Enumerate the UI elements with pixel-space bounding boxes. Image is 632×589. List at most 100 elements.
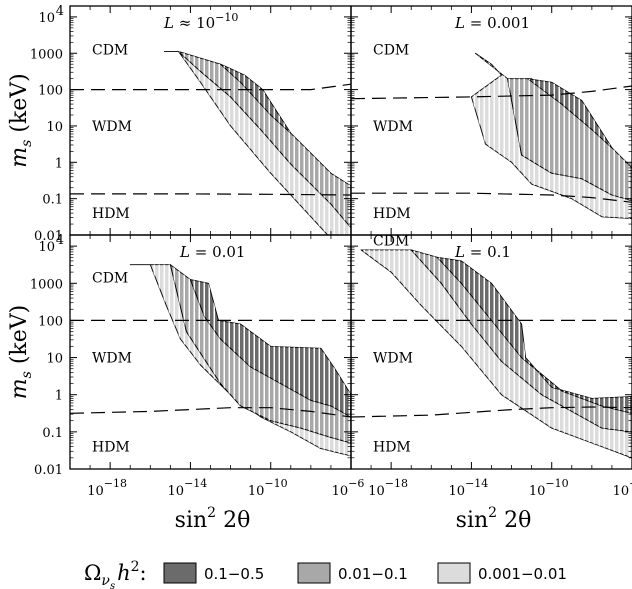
regime-label-wdm: WDM [92, 351, 132, 367]
legend: Ωνsh2: 0.1−0.5 0.01−0.1 0.001−0.01 [84, 559, 567, 589]
regime-boundary-1 [351, 85, 632, 100]
panel-2: CDM WDM HDM L = 0.001 [350, 5, 632, 236]
y-tick-label: 100 [38, 314, 63, 329]
band-hatching [437, 257, 632, 414]
band-hatching [361, 249, 632, 458]
y-tick-label: 1000 [30, 47, 63, 62]
panel-title-var: L [179, 243, 190, 261]
x-tick-base: 10 [87, 484, 104, 499]
y-axis-title-main: m [7, 147, 32, 168]
regime-boundary-2 [351, 406, 632, 418]
plot-area-4 [351, 249, 632, 459]
panel-3: CDM WDM HDM L = 0.01 [69, 234, 352, 470]
plot-area-3 [70, 264, 351, 457]
x-tick-label: 10−18 [368, 477, 408, 499]
x-tick-exp: −18 [385, 477, 408, 490]
regime-label-hdm: HDM [92, 206, 130, 222]
x-axis-title-tail: 2θ [216, 508, 250, 533]
x-tick-label: 10−10 [529, 477, 569, 499]
regime-boundary-2 [70, 407, 351, 418]
y-tick-label: 0.1 [42, 426, 63, 441]
panel-title-op: = 0.01 [190, 243, 246, 261]
x-axis-title-sup: 2 [488, 505, 497, 521]
legend-swatch [437, 562, 471, 584]
y-tick-label: 1 [55, 389, 63, 404]
panel-title-op: = 0.1 [465, 243, 511, 261]
x-axis-title-tail: 2θ [497, 508, 531, 533]
panel-title: L ≈ 10−10 [163, 11, 238, 32]
plot-area-1 [70, 50, 351, 235]
panel-title: L = 0.001 [454, 14, 530, 32]
legend-symbol-sup: 2 [131, 559, 140, 575]
x-tick-label: 10−14 [168, 477, 208, 499]
y-axis-title-sub: s [19, 371, 35, 378]
regime-label-hdm: HDM [373, 440, 411, 456]
y-tick-label: 10 [38, 240, 55, 255]
y-tick-label: 100 [38, 84, 63, 99]
x-tick-label: 10−18 [87, 477, 127, 499]
y-tick-label: 10 [38, 11, 55, 26]
y-tick-exponent: 4 [56, 233, 64, 248]
panel-1: CDM WDM HDM L ≈ 10−10 [69, 5, 352, 236]
x-tick-label: 10−14 [449, 477, 489, 499]
regime-label-wdm: WDM [373, 351, 413, 367]
x-tick-exp: −10 [545, 477, 568, 490]
legend-symbol: Ωνsh2: [84, 559, 147, 589]
legend-symbol-colon: : [140, 561, 147, 585]
panel-4: CDM WDM HDM L = 0.1 [350, 234, 632, 470]
x-tick-base: 10 [529, 484, 546, 499]
regime-boundary-2 [351, 192, 632, 203]
legend-symbol-h: h [117, 561, 131, 585]
legend-symbol-s: s [110, 581, 115, 589]
y-tick-label: 1 [55, 156, 63, 171]
y-axis-title-main: m [7, 378, 32, 399]
panel-title-var: L [454, 14, 465, 32]
regime-boundary-1 [70, 83, 351, 91]
panel-title-var: L [163, 14, 174, 32]
panel-title-op: = 0.001 [465, 14, 530, 32]
y-tick-label: 10 [46, 352, 63, 367]
x-tick-base: 10 [613, 484, 630, 499]
y-tick-label: 0.01 [34, 463, 63, 478]
y-tick-label: 0.1 [42, 193, 63, 208]
y-tick-exponent: 4 [56, 4, 64, 19]
x-tick-label: 10−10 [248, 477, 288, 499]
x-tick-exp: −10 [264, 477, 287, 490]
y-axis-title-tail: (keV) [7, 305, 32, 371]
panel-title: L = 0.1 [454, 243, 511, 261]
legend-label: 0.01−0.1 [338, 565, 408, 583]
regime-boundary-2 [70, 193, 351, 196]
y-axis-title: ms (keV) [7, 73, 35, 167]
regime-label-cdm: CDM [92, 271, 128, 287]
y-tick-label: 10 [46, 120, 63, 135]
regime-label-hdm: HDM [92, 440, 130, 456]
x-axis-title: sin2 2θ [456, 505, 532, 533]
band-hatching [190, 279, 351, 417]
x-tick-exp: −18 [104, 477, 127, 490]
x-tick-label: 10−6 [613, 477, 632, 499]
x-tick-label: 10−6 [332, 477, 365, 499]
x-tick-exp: −6 [629, 477, 632, 490]
band-hatching [220, 64, 291, 134]
y-axis-title-sub: s [19, 140, 35, 147]
band-hatching [507, 78, 632, 201]
band-hatching [471, 53, 632, 219]
y-axis-title-tail: (keV) [7, 73, 32, 139]
x-tick-base: 10 [248, 484, 265, 499]
y-axis-title: ms (keV) [7, 305, 35, 399]
regime-label-wdm: WDM [92, 119, 132, 135]
x-axis-title-main: sin [456, 508, 489, 533]
x-tick-base: 10 [332, 484, 349, 499]
plot-area-2 [351, 52, 632, 220]
band-hatching [170, 264, 351, 443]
regime-label-cdm: CDM [373, 234, 409, 250]
x-tick-exp: −6 [348, 477, 364, 490]
band-hatching [164, 51, 351, 235]
x-tick-base: 10 [168, 484, 185, 499]
legend-swatch [297, 562, 331, 584]
regime-label-cdm: CDM [92, 43, 128, 59]
band-hatching [411, 249, 632, 432]
